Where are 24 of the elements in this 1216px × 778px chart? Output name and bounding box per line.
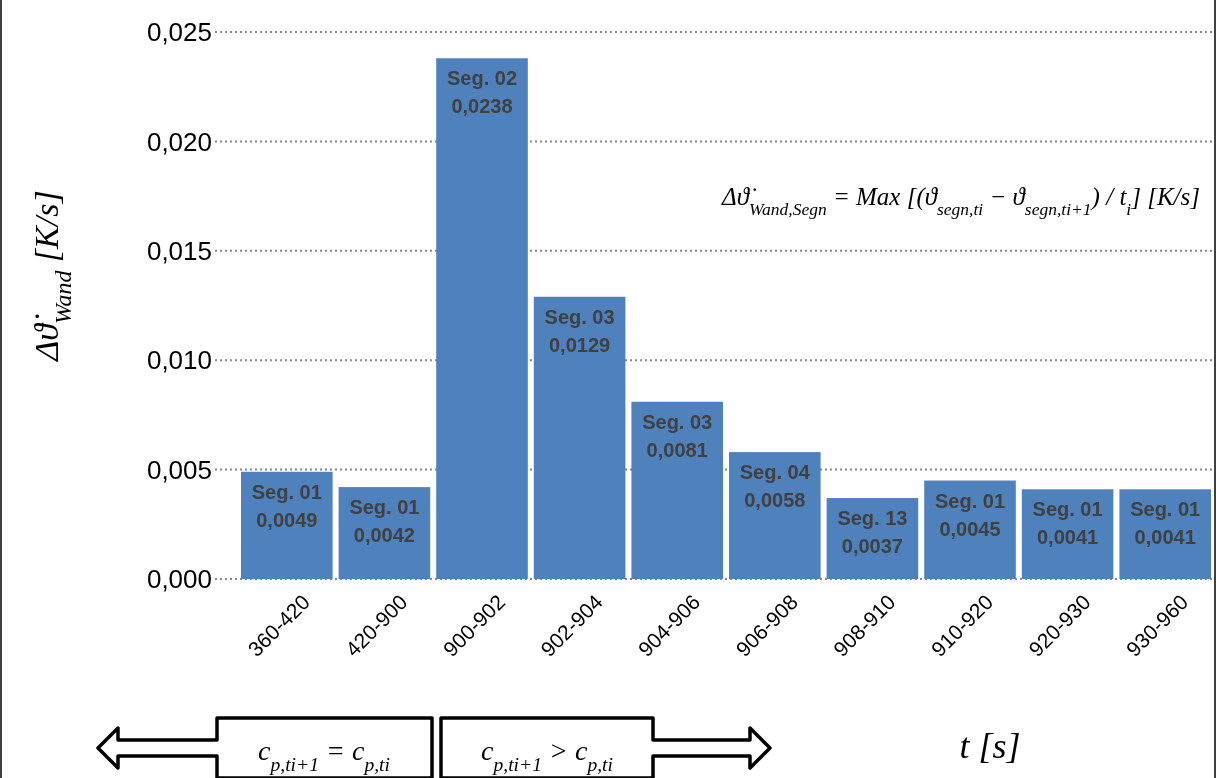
text: Δϑ̇$_{Wand,Segn}$ = Max [(ϑ$_{segn,ti}$ − ϑ$_{segn,ti+1}$) / t$_{i}$] [K/s]	[722, 183, 1200, 219]
data-label: Seg. 01 0,0042	[349, 496, 420, 547]
bar	[729, 452, 821, 579]
bar	[436, 58, 528, 579]
data-label: Seg. 01 0,0041	[1032, 498, 1103, 549]
data-label: Seg. 03 0,0129	[544, 305, 615, 356]
data-label: Seg. 03 0,0081	[642, 410, 713, 461]
data-label: Seg. 13 0,0037	[837, 507, 908, 558]
data-label: Seg. 01 0,0045	[934, 489, 1006, 540]
y-tick-label: 0,010	[146, 345, 212, 376]
bar	[533, 296, 626, 579]
y-tick-label: 0,020	[146, 126, 212, 157]
data-label: Seg. 01 0,0041	[1130, 498, 1201, 549]
y-tick-label: 0,005	[146, 454, 212, 485]
x-axis-title: t [s]	[959, 726, 1021, 766]
y-tick-label: 0,025	[146, 17, 212, 48]
bar	[631, 401, 723, 579]
y-tick-label: 0,000	[146, 564, 212, 595]
text: c$_{p,ti+1}$ > c$_{p,ti}$	[481, 735, 613, 775]
data-label: Seg. 04 0,0058	[739, 461, 811, 512]
y-tick-label: 0,015	[146, 235, 212, 266]
data-label: Seg. 02 0,0238	[446, 67, 518, 118]
text: c$_{p,ti+1}$ = c$_{p,ti}$	[258, 735, 390, 775]
data-label: Seg. 01 0,0049	[251, 480, 322, 531]
